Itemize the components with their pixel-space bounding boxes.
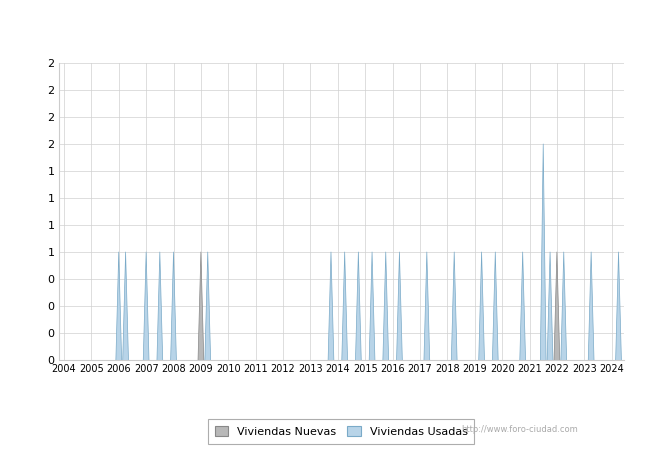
Polygon shape [520, 252, 526, 360]
Polygon shape [356, 252, 361, 360]
Text: http://www.foro-ciudad.com: http://www.foro-ciudad.com [462, 425, 578, 434]
Polygon shape [328, 252, 334, 360]
Polygon shape [116, 252, 122, 360]
Polygon shape [588, 252, 594, 360]
Legend: Viviendas Nuevas, Viviendas Usadas: Viviendas Nuevas, Viviendas Usadas [208, 419, 474, 444]
Polygon shape [383, 252, 389, 360]
Polygon shape [616, 252, 621, 360]
Polygon shape [171, 252, 176, 360]
Polygon shape [493, 252, 498, 360]
Polygon shape [396, 252, 402, 360]
Polygon shape [205, 252, 211, 360]
Polygon shape [157, 252, 162, 360]
Polygon shape [198, 252, 204, 360]
Polygon shape [143, 252, 149, 360]
Polygon shape [478, 252, 484, 360]
Polygon shape [547, 252, 553, 360]
Polygon shape [540, 144, 546, 360]
Polygon shape [554, 252, 560, 360]
Polygon shape [342, 252, 348, 360]
Polygon shape [123, 252, 129, 360]
Polygon shape [369, 252, 375, 360]
Polygon shape [424, 252, 430, 360]
Polygon shape [451, 252, 457, 360]
Text: Mironcillo - Evolucion del Nº de Transacciones Inmobiliarias: Mironcillo - Evolucion del Nº de Transac… [127, 18, 523, 31]
Polygon shape [561, 252, 567, 360]
